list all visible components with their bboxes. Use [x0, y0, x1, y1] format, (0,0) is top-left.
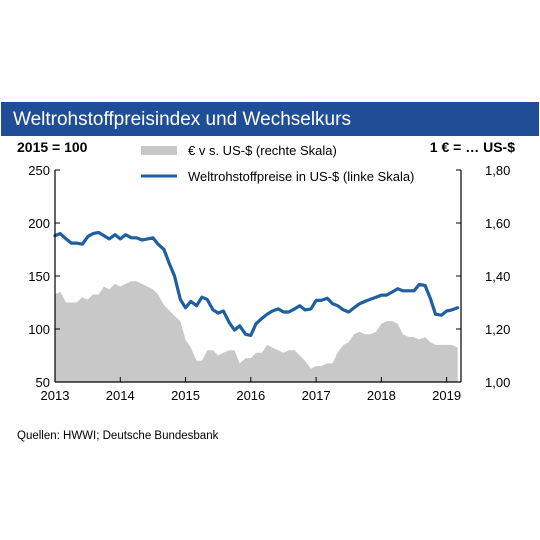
right-tick-label: 1,80: [485, 163, 510, 178]
legend: € v s. US-$ (rechte Skala) Weltrohstoffp…: [141, 143, 414, 184]
series-area-exchange-rate: [55, 281, 458, 382]
right-tick-label: 1,40: [485, 269, 510, 284]
x-tick-label: 2014: [106, 388, 135, 403]
right-axis-label: 1 € = … US-$: [430, 139, 515, 155]
x-tick-label: 2015: [171, 388, 200, 403]
right-axis-ticks: 1,80 1,60 1,40 1,20 1,00: [456, 163, 510, 390]
x-tick-label: 2016: [236, 388, 265, 403]
left-tick-label: 150: [28, 269, 50, 284]
right-tick-label: 1,20: [485, 322, 510, 337]
source-note: Quellen: HWWI; Deutsche Bundesbank: [17, 430, 219, 442]
left-tick-label: 100: [28, 322, 50, 337]
x-axis-ticks: 2013 2014 2015 2016 2017 2018 2019: [41, 377, 461, 403]
x-tick-label: 2017: [302, 388, 331, 403]
series-line-commodity-prices: [53, 230, 460, 337]
chart-header: Weltrohstoffpreisindex und Wechselkurs: [1, 102, 539, 136]
left-axis-label: 2015 = 100: [17, 139, 88, 155]
left-axis-ticks: 250 200 150 100 50: [28, 163, 60, 390]
legend-label-commodity-prices: Weltrohstoffpreise in US-$ (linke Skala): [188, 169, 414, 184]
chart-title: Weltrohstoffpreisindex und Wechselkurs: [13, 109, 351, 130]
x-tick-label: 2019: [432, 388, 461, 403]
left-tick-label: 250: [28, 163, 50, 178]
legend-label-exchange-rate: € v s. US-$ (rechte Skala): [188, 143, 337, 158]
right-tick-label: 1,60: [485, 216, 510, 231]
line-commodity-prices: [53, 230, 460, 337]
left-tick-label: 50: [36, 375, 50, 390]
legend-swatch-area: [141, 146, 177, 155]
area-exchange-rate: [55, 281, 458, 382]
left-tick-label: 200: [28, 216, 50, 231]
right-tick-label: 1,00: [485, 375, 510, 390]
x-tick-label: 2013: [41, 388, 70, 403]
x-tick-label: 2018: [367, 388, 396, 403]
